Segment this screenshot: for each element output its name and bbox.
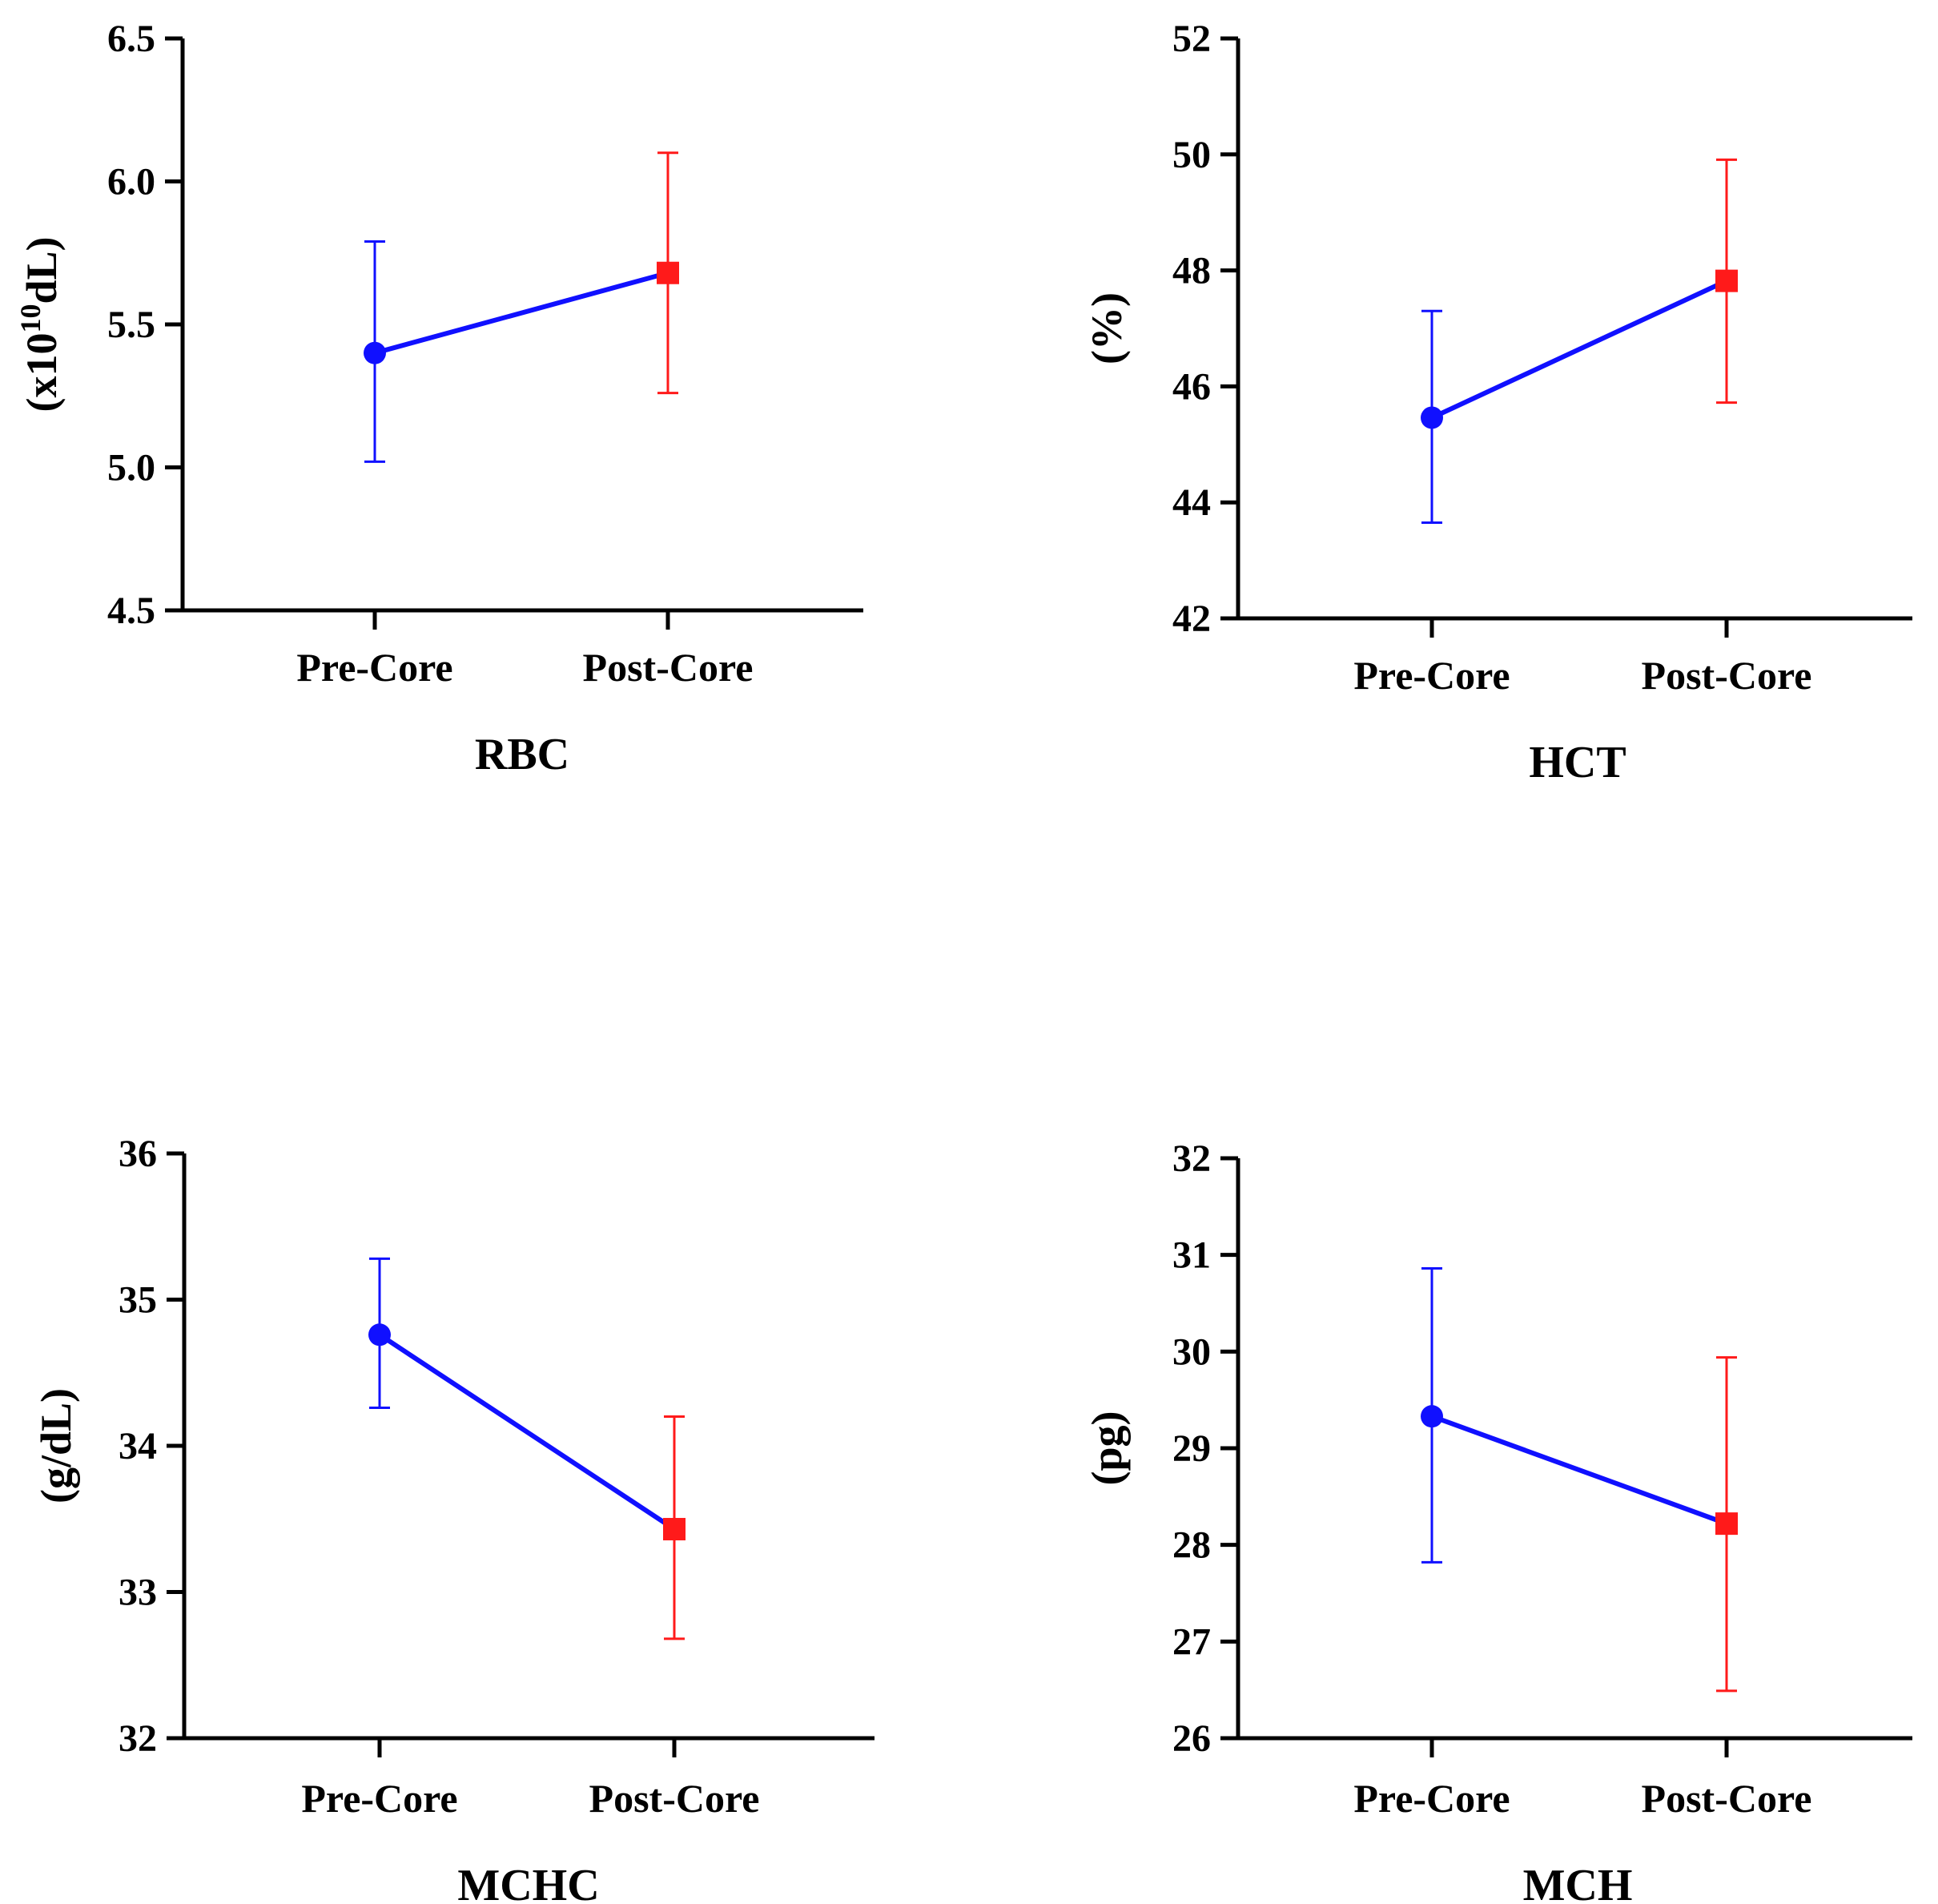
x-tick-label: Post-Core <box>1642 653 1812 698</box>
x-tick-label: Pre-Core <box>301 1776 457 1821</box>
y-tick-label: 4.5 <box>107 590 155 632</box>
y-tick-label: 33 <box>119 1572 157 1614</box>
y-tick-label: 5.0 <box>107 447 155 489</box>
x-tick-label: Post-Core <box>589 1776 760 1821</box>
y-axis-label-superscript: 10 <box>14 304 46 333</box>
series-line <box>378 1332 676 1532</box>
x-tick-label: Post-Core <box>583 645 754 690</box>
y-tick-label: 32 <box>119 1717 157 1760</box>
y-axis-label-unit: dL) <box>18 236 66 304</box>
data-point-post-core <box>1715 269 1738 292</box>
y-tick-label: 35 <box>119 1279 157 1322</box>
x-tick-label: Pre-Core <box>296 645 452 690</box>
y-tick-label: 26 <box>1172 1717 1211 1760</box>
y-tick-label: 28 <box>1172 1524 1211 1567</box>
y-axis-label: (g/dL) <box>32 1388 80 1503</box>
y-tick-label: 6.5 <box>107 18 155 60</box>
y-tick-label: 46 <box>1172 365 1211 408</box>
y-axis-label-text: (x10 <box>18 333 66 413</box>
panel-title: MCHC <box>457 1861 599 1904</box>
y-axis-label: (pg) <box>1083 1411 1131 1486</box>
data-point-pre-core <box>1421 1405 1443 1428</box>
y-tick-label: 48 <box>1172 250 1211 292</box>
y-tick-label: 42 <box>1172 598 1211 640</box>
y-tick-label: 32 <box>1172 1137 1211 1180</box>
y-tick-label: 27 <box>1172 1620 1211 1663</box>
chart-panel-mchc: 32 33 34 35 36 Pre-Core Post-Core MCHC (g/dL) <box>32 1133 875 1904</box>
chart-panel-rbc: 4.5 5.0 5.5 6.0 6.5 Pre-Core Post-Core RBC (x101… <box>14 18 863 779</box>
data-point-post-core <box>657 261 679 284</box>
data-point-post-core <box>1715 1512 1738 1536</box>
y-tick-label: 44 <box>1172 481 1211 524</box>
y-tick-label: 30 <box>1172 1330 1211 1373</box>
x-tick-label: Pre-Core <box>1353 1776 1510 1821</box>
y-tick-label: 36 <box>119 1133 157 1175</box>
y-tick-label: 50 <box>1172 134 1211 176</box>
panel-title: RBC <box>475 730 569 779</box>
data-point-pre-core <box>368 1323 391 1346</box>
x-tick-label: Pre-Core <box>1353 653 1510 698</box>
y-tick-label: 29 <box>1172 1427 1211 1470</box>
series-line <box>1430 1414 1728 1526</box>
y-tick-label: 31 <box>1172 1234 1211 1277</box>
y-tick-label: 6.0 <box>107 161 155 203</box>
data-point-post-core <box>663 1518 686 1541</box>
y-tick-label: 52 <box>1172 18 1211 60</box>
y-axis-label: (%) <box>1083 292 1131 364</box>
series-line <box>374 270 669 356</box>
series-line <box>1430 278 1728 421</box>
panel-title: MCH <box>1523 1861 1633 1904</box>
data-point-pre-core <box>364 341 386 364</box>
x-tick-label: Post-Core <box>1642 1776 1812 1821</box>
data-point-pre-core <box>1421 406 1443 429</box>
chart-panel-hct: 42 44 46 48 50 52 Pre-Core Post-Core HCT (%) <box>1083 18 1912 787</box>
y-tick-label: 5.5 <box>107 304 155 346</box>
y-axis-label: (x1010dL) <box>14 236 66 412</box>
panel-title: HCT <box>1529 738 1626 787</box>
y-tick-label: 34 <box>119 1425 157 1467</box>
